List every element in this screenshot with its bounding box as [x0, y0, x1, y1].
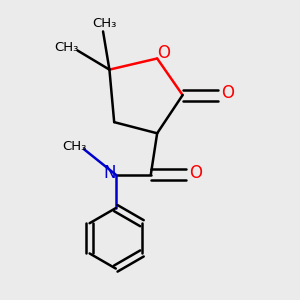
Text: CH₃: CH₃	[62, 140, 87, 152]
Text: N: N	[103, 164, 116, 182]
Text: O: O	[157, 44, 170, 62]
Text: CH₃: CH₃	[54, 41, 79, 54]
Text: CH₃: CH₃	[92, 17, 117, 30]
Text: O: O	[221, 85, 234, 103]
Text: O: O	[189, 164, 202, 182]
